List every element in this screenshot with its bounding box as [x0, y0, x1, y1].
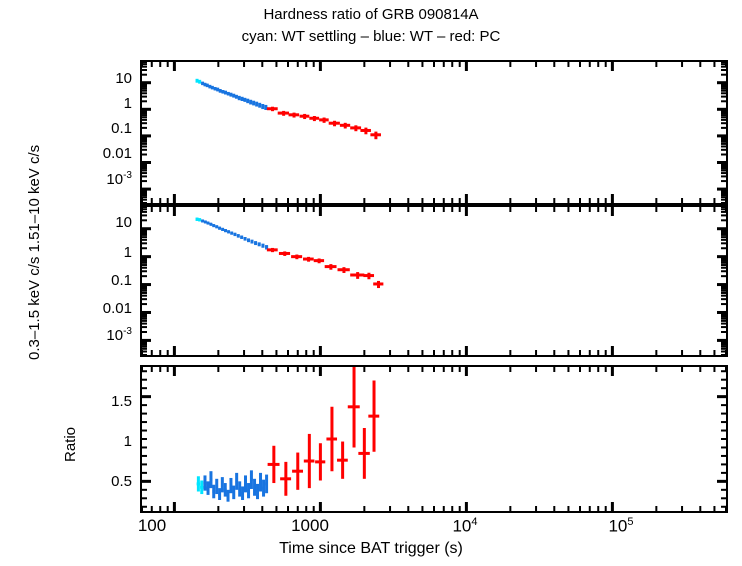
xtick-1e4: 104 — [452, 516, 478, 536]
ytick-ratio-1.5: 1.5 — [111, 393, 132, 410]
ytick-soft-1: 1 — [123, 244, 132, 261]
plot-area-ratio — [142, 367, 726, 511]
plot-svg-soft — [142, 207, 726, 355]
ytick-soft-1e-3: 10-3 — [106, 326, 132, 344]
ytick-soft-0.01: 0.01 — [102, 300, 132, 317]
xaxis-title: Time since BAT trigger (s) — [279, 540, 463, 557]
ytick-hard-1: 1 — [123, 95, 132, 112]
ytick-hard-0.01: 0.01 — [102, 145, 132, 162]
yaxis-title-main: 0.3–1.5 keV c/s 1.51–10 keV c/s — [26, 144, 43, 360]
ytick-hard-0.1: 0.1 — [111, 120, 132, 137]
xtick-100: 100 — [137, 516, 167, 535]
plot-svg-hard — [142, 62, 726, 203]
panel-ratio — [140, 365, 728, 513]
ytick-soft-10: 10 — [115, 214, 132, 231]
yaxis-title-ratio: Ratio — [62, 426, 79, 462]
ytick-soft-0.1: 0.1 — [111, 272, 132, 289]
ytick-hard-10: 10 — [115, 70, 132, 87]
plot-area-soft — [142, 207, 726, 355]
plot-area-hard — [142, 62, 726, 203]
xtick-1000: 1000 — [291, 516, 329, 535]
ytick-ratio-1: 1 — [123, 433, 132, 450]
panel-hard-band — [140, 60, 728, 205]
page-title: Hardness ratio of GRB 090814A — [263, 6, 479, 23]
plot-svg-ratio — [142, 367, 726, 511]
legend-subtitle: cyan: WT settling – blue: WT – red: PC — [241, 28, 501, 45]
xtick-1e5: 105 — [608, 516, 634, 536]
panel-soft-band — [140, 205, 728, 357]
ytick-hard-1e-3: 10-3 — [106, 170, 132, 188]
ytick-ratio-0.5: 0.5 — [111, 473, 132, 490]
